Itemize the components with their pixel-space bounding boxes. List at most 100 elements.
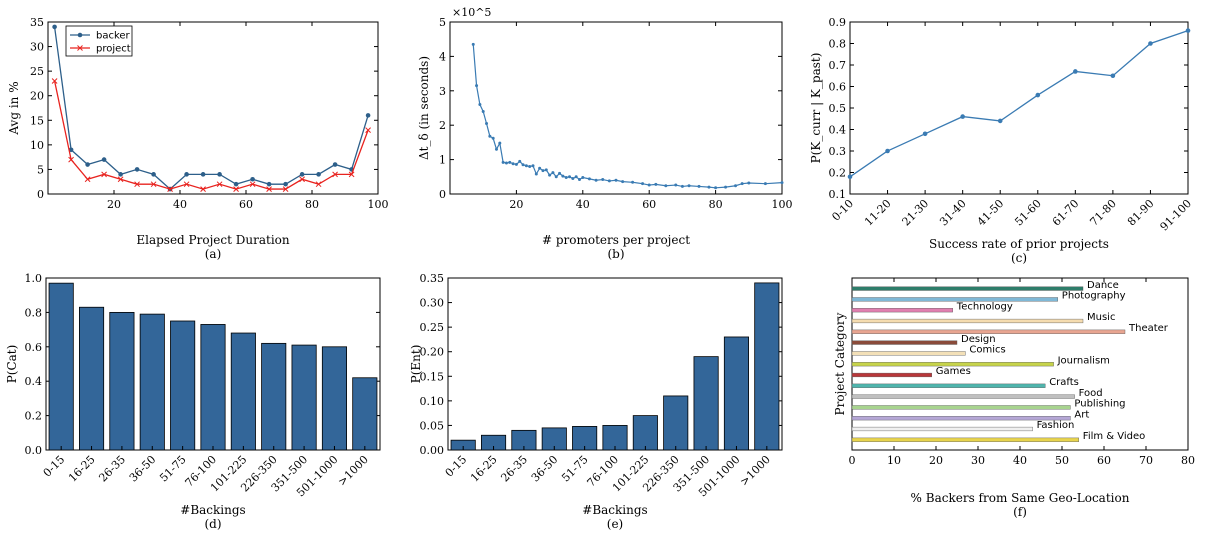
backer-line — [53, 26, 369, 190]
c-series-line — [849, 29, 1189, 178]
category-label: Design — [961, 334, 996, 345]
b-data-point — [607, 179, 611, 183]
b-data-point — [577, 178, 581, 182]
bar — [261, 342, 287, 451]
y-axis-label: Project Category — [833, 312, 847, 415]
c-data-point — [1073, 69, 1078, 74]
c-y-tick-label: 0.2 — [829, 167, 847, 180]
panel-d-y-tick-label: 0.8 — [25, 306, 43, 319]
backer-point — [217, 172, 222, 177]
panel-e-y-tick-label: 0.25 — [420, 321, 445, 334]
x-marker-stroke — [266, 186, 272, 192]
c-data-point — [1110, 73, 1116, 79]
b-data-point — [538, 166, 542, 170]
c-y-tick-label: 0.4 — [829, 124, 847, 137]
x-marker-stroke — [348, 171, 355, 178]
f-x-tick-label: 70 — [1139, 454, 1153, 467]
a-x-tick-label: 100 — [368, 198, 389, 211]
category-label: Games — [936, 366, 971, 377]
x-marker-stroke — [117, 176, 124, 183]
category-label: Music — [1087, 312, 1115, 323]
c-x-tick-label: 91-100 — [1158, 197, 1195, 234]
project-line — [53, 80, 369, 190]
x-marker-stroke — [68, 156, 74, 163]
bar — [230, 332, 256, 451]
b-data-point — [544, 168, 548, 172]
category-label: Fashion — [1037, 420, 1075, 431]
f-x-tick-label: 40 — [1013, 454, 1027, 467]
project-point — [282, 186, 289, 192]
b-y-tick-label: 3 — [439, 85, 446, 98]
b-data-point — [734, 184, 738, 188]
backer-point — [266, 181, 272, 187]
category-label: Dance — [1087, 280, 1119, 291]
x-marker-stroke — [299, 176, 305, 183]
b-data-point — [680, 184, 684, 188]
a-y-tick-label: 20 — [30, 90, 44, 103]
c-y-tick-label: 0.6 — [829, 81, 847, 94]
bar — [851, 297, 1059, 302]
c-x-tick-label: 81-90 — [1125, 197, 1157, 229]
x-marker-stroke — [315, 181, 322, 188]
panel-e-y-tick-label: 0.00 — [420, 444, 445, 457]
backer-point — [250, 176, 255, 182]
b-data-point — [714, 186, 718, 190]
b-data-point — [518, 159, 522, 163]
a-x-tick-label: 40 — [173, 198, 187, 211]
panel-e-y-tick-label: 0.35 — [420, 272, 445, 285]
b-data-point — [558, 171, 562, 175]
bar — [851, 308, 954, 313]
b-data-point — [494, 147, 498, 151]
project-point — [216, 181, 223, 188]
b-data-point — [587, 177, 591, 181]
panel-e-y-tick-label: 0.10 — [420, 395, 445, 408]
b-x-tick-label: 60 — [642, 198, 656, 211]
c-data-point — [997, 118, 1003, 124]
category-label: Comics — [969, 345, 1005, 356]
panel-c: 0.10.20.30.40.50.60.70.80.90-10 11-20 21-3… — [809, 16, 1194, 265]
panel-label: (f) — [1013, 505, 1027, 519]
category-label: Theater — [1128, 323, 1169, 334]
bar — [851, 426, 1033, 432]
legend-marker — [77, 32, 83, 38]
c-y-tick-label: 0.5 — [829, 102, 847, 115]
legend-label: project — [96, 44, 131, 55]
project-point — [134, 181, 140, 188]
b-x-tick-label: 20 — [509, 198, 523, 211]
c-x-tick-label: 51-60 — [1012, 197, 1044, 229]
panel-e-y-tick-label: 0.20 — [420, 346, 445, 359]
x-marker-stroke — [282, 186, 289, 192]
project-point — [68, 156, 74, 163]
x-marker-stroke — [183, 181, 190, 188]
b-data-point — [581, 175, 585, 179]
b-data-point — [574, 175, 578, 179]
project-point — [299, 176, 305, 183]
backer-point — [184, 172, 189, 177]
a-y-tick-label: 10 — [30, 139, 44, 152]
b-series-line — [472, 44, 783, 189]
b-data-point — [654, 182, 658, 186]
bar — [663, 395, 689, 451]
project-point — [167, 186, 173, 192]
panel-d: 0.00.20.40.60.81.00-1516-2526-3536-5051-… — [5, 272, 381, 531]
bar — [851, 372, 933, 378]
b-data-point — [481, 109, 485, 113]
legend-marker — [77, 45, 83, 51]
b-data-point — [508, 160, 512, 164]
y-axis-label: Δt_δ (in seconds) — [417, 56, 431, 160]
c-data-point — [922, 131, 928, 137]
x-axis-label: #Backings — [582, 503, 647, 517]
bar — [851, 329, 1126, 334]
x-marker-stroke — [249, 181, 256, 188]
bar — [632, 415, 658, 451]
c-data-point — [1035, 92, 1041, 98]
project-point — [365, 127, 371, 133]
b-data-point — [471, 42, 475, 46]
c-y-tick-label: 0.1 — [829, 188, 847, 201]
x-marker-stroke — [332, 171, 338, 178]
x-marker-stroke — [51, 78, 58, 84]
b-data-point — [687, 184, 691, 188]
panel-a: 0 5 10 15 20 25 30 35 20 40 60 80 100 backer project El… — [7, 16, 389, 261]
b-data-point — [514, 162, 518, 166]
f-x-tick-label: 30 — [971, 454, 985, 467]
